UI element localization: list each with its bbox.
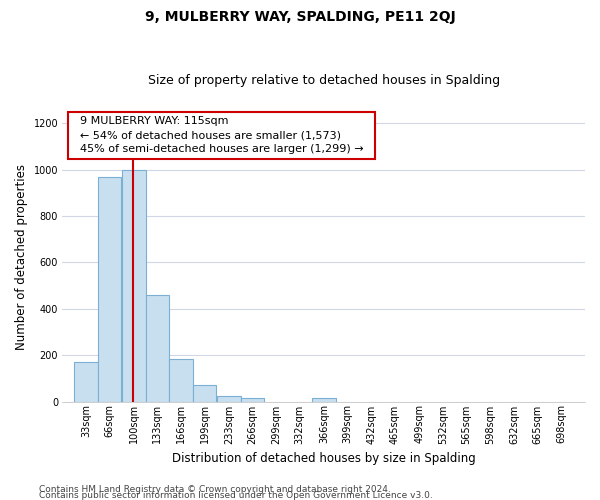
Text: Contains public sector information licensed under the Open Government Licence v3: Contains public sector information licen… <box>39 490 433 500</box>
Bar <box>241 398 265 402</box>
Bar <box>74 362 98 402</box>
Bar <box>217 396 241 402</box>
Bar <box>122 170 146 402</box>
Bar <box>169 358 193 402</box>
Text: 9 MULBERRY WAY: 115sqm
  ← 54% of detached houses are smaller (1,573)
  45% of s: 9 MULBERRY WAY: 115sqm ← 54% of detached… <box>73 116 370 154</box>
Bar <box>193 386 217 402</box>
Text: Contains HM Land Registry data © Crown copyright and database right 2024.: Contains HM Land Registry data © Crown c… <box>39 484 391 494</box>
X-axis label: Distribution of detached houses by size in Spalding: Distribution of detached houses by size … <box>172 452 476 465</box>
Title: Size of property relative to detached houses in Spalding: Size of property relative to detached ho… <box>148 74 500 87</box>
Y-axis label: Number of detached properties: Number of detached properties <box>15 164 28 350</box>
Bar <box>146 295 169 402</box>
Bar <box>312 398 336 402</box>
Text: 9, MULBERRY WAY, SPALDING, PE11 2QJ: 9, MULBERRY WAY, SPALDING, PE11 2QJ <box>145 10 455 24</box>
Bar <box>98 176 121 402</box>
